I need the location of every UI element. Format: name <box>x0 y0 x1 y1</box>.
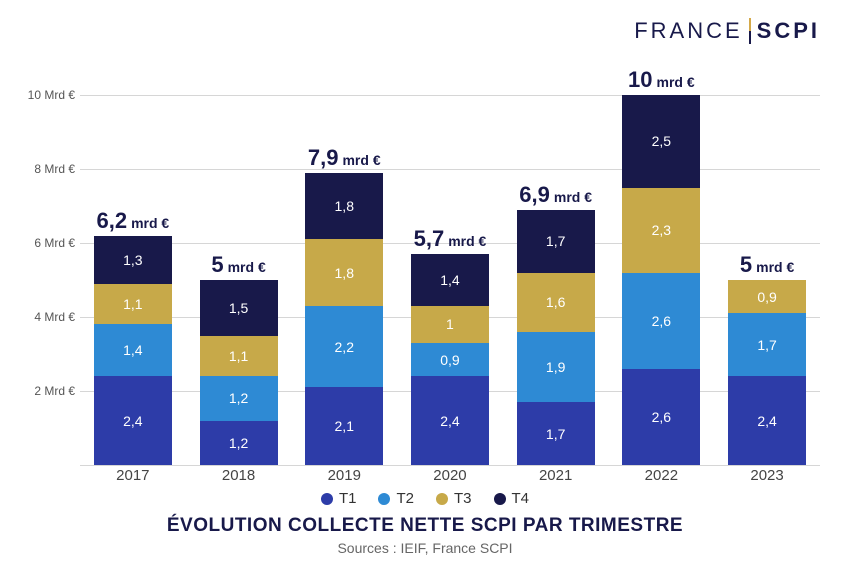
x-tick-label: 2023 <box>717 467 817 484</box>
bar-segment-t1: 1,2 <box>200 421 278 465</box>
bar-segment-t1: 2,4 <box>728 376 806 465</box>
bar-total-label: 6,9mrd € <box>519 182 592 208</box>
bar-total-label: 5mrd € <box>740 252 794 278</box>
y-tick-label: 6 Mrd € <box>15 236 75 250</box>
bar-total-label: 7,9mrd € <box>308 145 381 171</box>
year-column: 7,9mrd €2,12,21,81,8 <box>294 145 394 465</box>
chart-title: ÉVOLUTION COLLECTE NETTE SCPI PAR TRIMES… <box>0 515 850 537</box>
legend-item-t4: T4 <box>494 490 530 507</box>
bar-segment-t4: 1,7 <box>517 210 595 273</box>
legend-swatch <box>494 493 506 505</box>
bar-segment-t4: 1,5 <box>200 280 278 336</box>
bar-stack: 2,41,70,9 <box>728 280 806 465</box>
bar-segment-t4: 1,8 <box>305 173 383 240</box>
x-tick-label: 2017 <box>83 467 183 484</box>
legend-item-t3: T3 <box>436 490 472 507</box>
legend: T1 T2 T3 T4 <box>0 490 850 507</box>
bar-segment-t3: 1 <box>411 306 489 343</box>
bar-stack: 1,71,91,61,7 <box>517 210 595 465</box>
bar-total-unit: mrd € <box>756 259 794 275</box>
legend-swatch <box>378 493 390 505</box>
y-tick-label: 10 Mrd € <box>15 88 75 102</box>
bar-total-unit: mrd € <box>657 74 695 90</box>
year-column: 5,7mrd €2,40,911,4 <box>400 226 500 465</box>
bar-segment-t2: 1,2 <box>200 376 278 420</box>
legend-label: T4 <box>512 490 530 507</box>
bar-total-unit: mrd € <box>554 189 592 205</box>
bar-total-value: 5 <box>211 252 223 278</box>
chart-plot-area: 2 Mrd €4 Mrd €6 Mrd €8 Mrd €10 Mrd €6,2m… <box>80 95 820 465</box>
bar-segment-t4: 1,3 <box>94 236 172 284</box>
bar-segment-t3: 1,6 <box>517 273 595 332</box>
bar-stack: 2,40,911,4 <box>411 254 489 465</box>
year-column: 6,2mrd €2,41,41,11,3 <box>83 208 183 465</box>
x-tick-label: 2019 <box>294 467 394 484</box>
bar-total-value: 5 <box>740 252 752 278</box>
bar-segment-t2: 1,7 <box>728 313 806 376</box>
bar-segment-t2: 2,2 <box>305 306 383 387</box>
bar-segment-t1: 1,7 <box>517 402 595 465</box>
bar-total-value: 6,2 <box>96 208 127 234</box>
gridline <box>80 465 820 466</box>
bar-segment-t3: 0,9 <box>728 280 806 313</box>
bar-total-label: 6,2mrd € <box>96 208 169 234</box>
legend-item-t1: T1 <box>321 490 357 507</box>
legend-swatch <box>321 493 333 505</box>
bar-total-label: 5 mrd € <box>211 252 265 278</box>
bar-total-unit: mrd € <box>131 215 169 231</box>
y-tick-label: 4 Mrd € <box>15 310 75 324</box>
bar-total-unit: mrd € <box>448 233 486 249</box>
bar-total-value: 7,9 <box>308 145 339 171</box>
bar-segment-t3: 1,1 <box>94 284 172 325</box>
bar-segment-t2: 2,6 <box>622 273 700 369</box>
bar-stack: 2,62,62,32,5 <box>622 95 700 465</box>
legend-label: T2 <box>396 490 414 507</box>
bar-stack: 2,41,41,11,3 <box>94 236 172 465</box>
brand-logo: FRANCE SCPI <box>634 18 820 44</box>
bar-segment-t1: 2,4 <box>411 376 489 465</box>
bar-segment-t2: 1,4 <box>94 324 172 376</box>
x-tick-label: 2022 <box>611 467 711 484</box>
bar-stack: 1,21,21,11,5 <box>200 280 278 465</box>
y-tick-label: 8 Mrd € <box>15 162 75 176</box>
logo-left: FRANCE <box>634 18 742 44</box>
chart-sources: Sources : IEIF, France SCPI <box>0 540 850 556</box>
legend-item-t2: T2 <box>378 490 414 507</box>
logo-right: SCPI <box>757 18 820 44</box>
bar-total-label: 10 mrd € <box>628 67 695 93</box>
bar-segment-t3: 1,1 <box>200 336 278 377</box>
bar-segment-t1: 2,4 <box>94 376 172 465</box>
bars-container: 6,2mrd €2,41,41,11,35mrd €1,21,21,11,57,… <box>80 95 820 465</box>
bar-total-unit: mrd € <box>342 152 380 168</box>
bar-total-unit: mrd € <box>228 259 266 275</box>
bar-segment-t2: 0,9 <box>411 343 489 376</box>
bar-segment-t1: 2,6 <box>622 369 700 465</box>
year-column: 6,9mrd €1,71,91,61,7 <box>506 182 606 465</box>
bar-segment-t2: 1,9 <box>517 332 595 402</box>
bar-segment-t3: 2,3 <box>622 188 700 273</box>
x-tick-label: 2021 <box>506 467 606 484</box>
y-tick-label: 2 Mrd € <box>15 384 75 398</box>
legend-swatch <box>436 493 448 505</box>
bar-total-value: 10 <box>628 67 652 93</box>
year-column: 5mrd €2,41,70,9 <box>717 252 817 465</box>
year-column: 10mrd €2,62,62,32,5 <box>611 67 711 465</box>
x-tick-label: 2018 <box>189 467 289 484</box>
legend-label: T1 <box>339 490 357 507</box>
year-column: 5mrd €1,21,21,11,5 <box>189 252 289 465</box>
bar-stack: 2,12,21,81,8 <box>305 173 383 465</box>
bar-segment-t4: 1,4 <box>411 254 489 306</box>
x-axis: 2017 2018 2019 2020 2021 2022 2023 <box>80 467 820 484</box>
bar-segment-t4: 2,5 <box>622 95 700 188</box>
legend-label: T3 <box>454 490 472 507</box>
bar-total-label: 5,7mrd € <box>414 226 487 252</box>
bar-total-value: 6,9 <box>519 182 550 208</box>
bar-segment-t1: 2,1 <box>305 387 383 465</box>
bar-total-value: 5,7 <box>414 226 445 252</box>
x-tick-label: 2020 <box>400 467 500 484</box>
logo-separator <box>749 18 751 44</box>
bar-segment-t3: 1,8 <box>305 239 383 306</box>
